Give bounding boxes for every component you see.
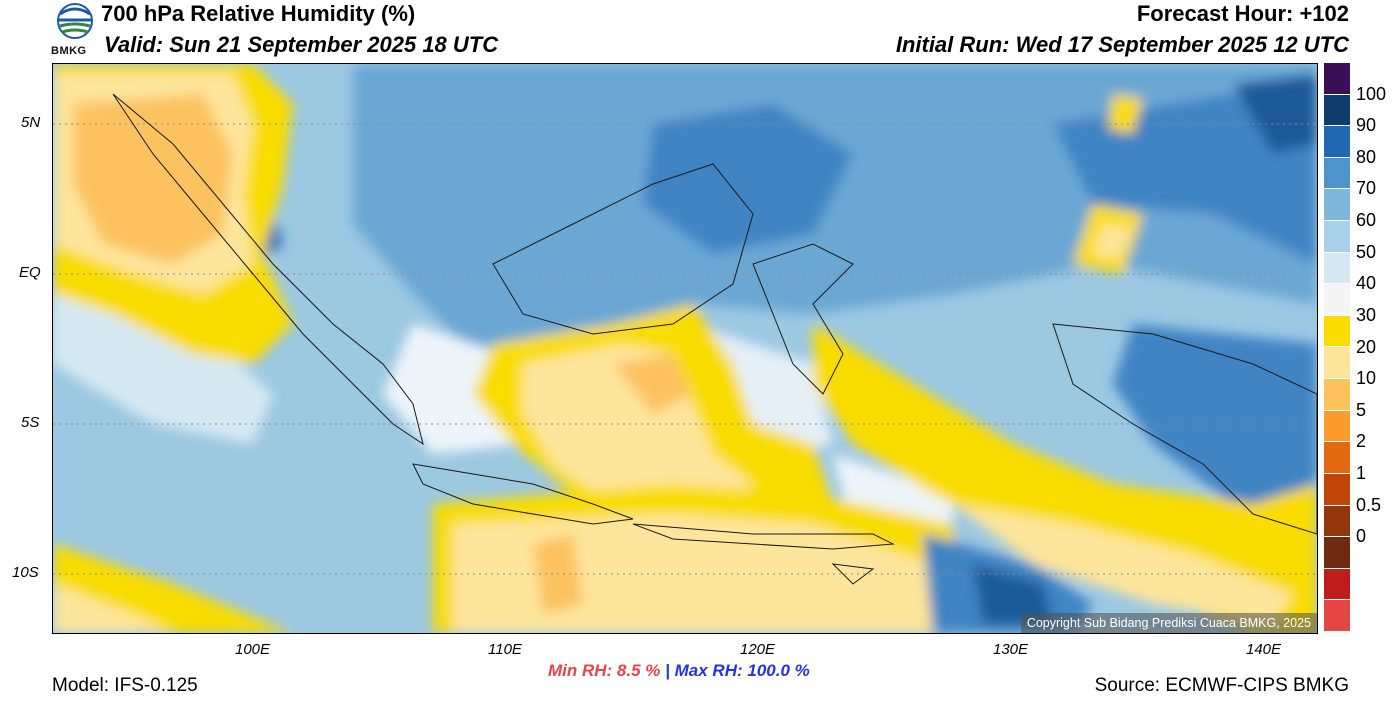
colorbar-label: 2	[1356, 431, 1367, 452]
colorbar-cell	[1324, 568, 1350, 601]
colorbar-label: 5	[1356, 399, 1367, 420]
stats-separator: |	[665, 661, 670, 680]
colorbar-label: 10	[1356, 368, 1377, 389]
colorbar	[1324, 63, 1350, 632]
forecast-hour: Forecast Hour: +102	[1136, 1, 1349, 26]
colorbar-label: 0	[1356, 526, 1367, 547]
colorbar-label: 90	[1356, 115, 1377, 136]
colorbar-cell	[1324, 473, 1350, 506]
bmkg-logo	[57, 3, 93, 39]
initial-run: Initial Run: Wed 17 September 2025 12 UT…	[895, 32, 1349, 57]
colorbar-label: 1	[1356, 462, 1367, 483]
min-rh: Min RH: 8.5 %	[548, 661, 661, 680]
colorbar-cell	[1324, 600, 1350, 632]
colorbar-cell	[1324, 94, 1350, 127]
source-info: Source: ECMWF-CIPS BMKG	[1094, 675, 1349, 696]
lat-label-eq: EQ	[19, 264, 41, 281]
colorbar-label: 30	[1356, 304, 1377, 325]
humidity-map: Copyright Sub Bidang Prediksi Cuaca BMKG…	[52, 63, 1318, 634]
copyright-note: Copyright Sub Bidang Prediksi Cuaca BMKG…	[1020, 613, 1317, 633]
lon-label-140e: 140E	[1246, 641, 1282, 658]
colorbar-cell	[1324, 347, 1350, 380]
model-info: Model: IFS-0.125	[52, 675, 198, 696]
colorbar-cell	[1324, 410, 1350, 443]
coastlines	[112, 93, 1317, 585]
colorbar-cell	[1324, 63, 1350, 95]
colorbar-label: 50	[1356, 241, 1377, 262]
colorbar-cell	[1324, 442, 1350, 474]
lat-label-10s: 10S	[12, 564, 39, 581]
grid-lines	[53, 123, 1317, 575]
colorbar-label: 40	[1356, 273, 1377, 294]
colorbar-cell	[1324, 284, 1350, 316]
colorbar-cell	[1324, 126, 1350, 158]
colorbar-label: 80	[1356, 146, 1377, 167]
valid-time: Valid: Sun 21 September 2025 18 UTC	[104, 32, 499, 57]
colorbar-label: 0.5	[1356, 494, 1382, 515]
colorbar-label: 100	[1356, 83, 1387, 104]
chart-title: 700 hPa Relative Humidity (%)	[101, 1, 416, 26]
colorbar-label: 70	[1356, 178, 1377, 199]
lat-label-5s: 5S	[21, 414, 40, 431]
colorbar-cell	[1324, 221, 1350, 253]
colorbar-cell	[1324, 537, 1350, 569]
lat-label-5n: 5N	[21, 114, 41, 131]
lon-label-120e: 120E	[740, 641, 776, 658]
colorbar-cell	[1324, 505, 1350, 538]
colorbar-cell	[1324, 379, 1350, 411]
lon-label-130e: 130E	[993, 641, 1029, 658]
colorbar-label: 20	[1356, 336, 1377, 357]
logo-text: BMKG	[51, 45, 87, 57]
colorbar-label: 60	[1356, 210, 1377, 231]
lon-label-110e: 110E	[488, 641, 522, 658]
rh-stats: Min RH: 8.5 % | Max RH: 100.0 %	[548, 661, 810, 681]
colorbar-cell	[1324, 252, 1350, 285]
lon-label-100e: 100E	[235, 641, 271, 658]
max-rh: Max RH: 100.0 %	[674, 661, 810, 680]
colorbar-cell	[1324, 189, 1350, 222]
colorbar-cell	[1324, 157, 1350, 190]
humidity-field	[53, 64, 1317, 633]
colorbar-cell	[1324, 315, 1350, 348]
